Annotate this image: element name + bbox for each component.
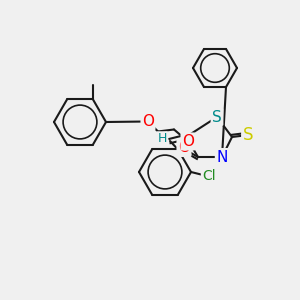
Text: Cl: Cl xyxy=(202,169,216,183)
Text: O: O xyxy=(142,114,154,129)
Text: O: O xyxy=(178,140,190,155)
Text: S: S xyxy=(243,126,253,144)
Text: O: O xyxy=(182,134,194,149)
Text: N: N xyxy=(216,149,228,164)
Text: S: S xyxy=(212,110,222,124)
Text: H: H xyxy=(157,133,167,146)
